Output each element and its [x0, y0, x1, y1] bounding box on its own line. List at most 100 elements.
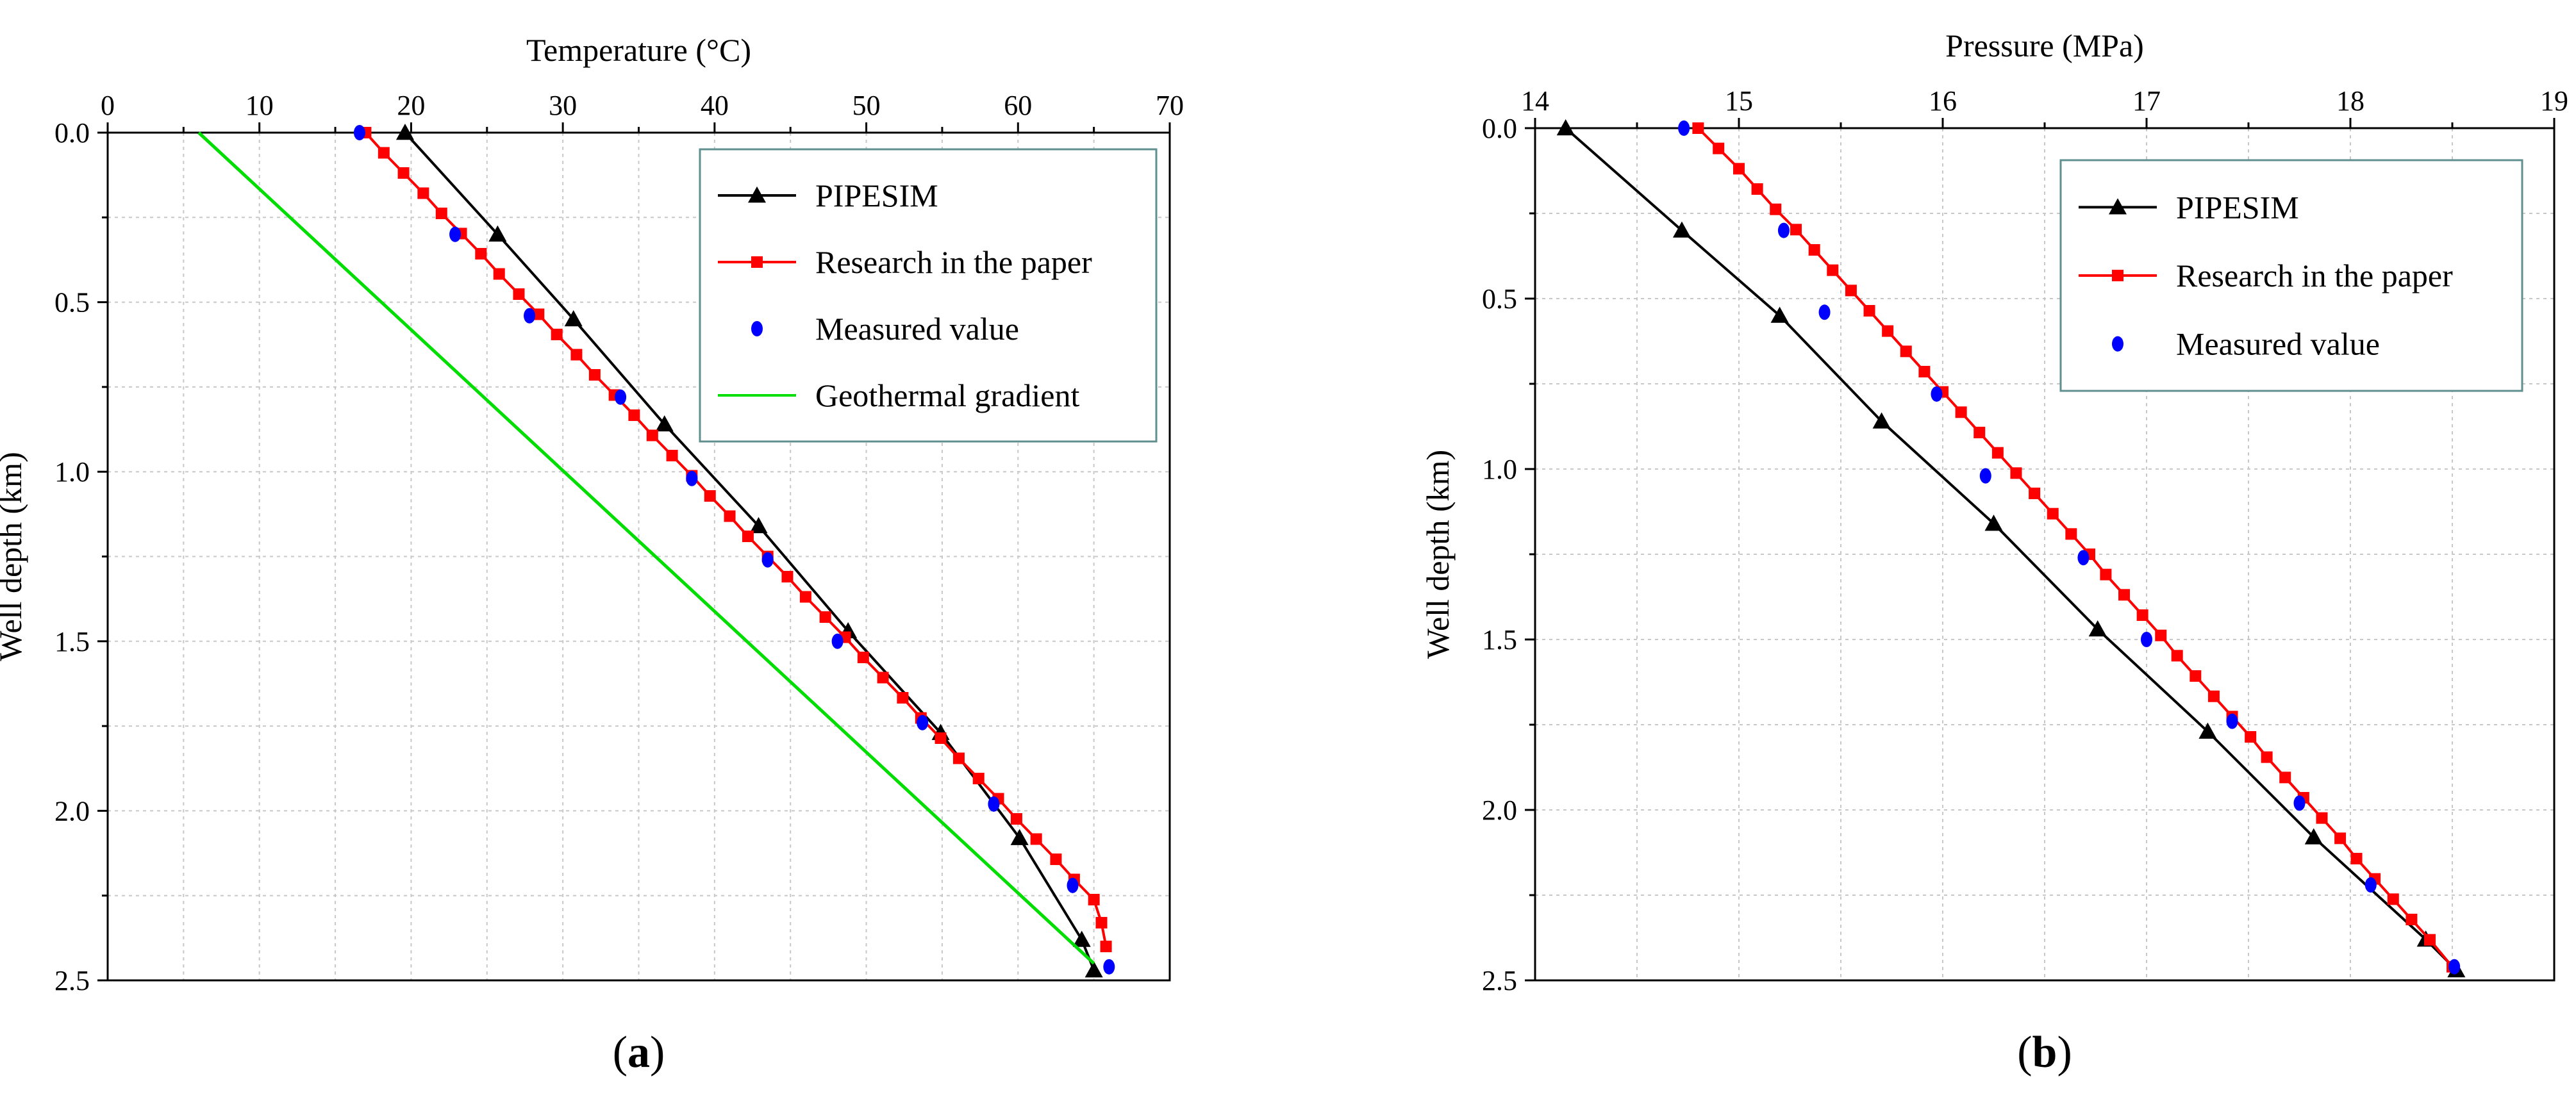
- data-point-pipesim: [749, 516, 768, 534]
- series-measured-value: [353, 125, 1115, 975]
- panel-label-letter: a: [627, 1028, 650, 1077]
- y-tick-label: 1.5: [54, 626, 90, 657]
- data-point-research-in-the-paper: [533, 308, 545, 320]
- data-point-research-in-the-paper: [1088, 893, 1100, 905]
- data-point-research-in-the-paper: [1692, 122, 1704, 134]
- data-point-research-in-the-paper: [2261, 751, 2273, 763]
- panel-label-paren: ): [2057, 1028, 2072, 1077]
- data-point-research-in-the-paper: [2279, 771, 2291, 784]
- data-point-measured-value: [524, 308, 536, 324]
- data-point-research-in-the-paper: [1770, 203, 1782, 215]
- legend-marker-research-in-the-paper: [751, 256, 763, 268]
- data-point-pipesim: [395, 124, 414, 140]
- data-point-research-in-the-paper: [2350, 853, 2363, 865]
- x-tick-label: 30: [549, 90, 577, 121]
- x-axis-title: Temperature (°C): [526, 32, 751, 68]
- legend-marker-pipesim: [2109, 198, 2127, 215]
- x-axis-ticks: 14 15 16 17 18 19: [1521, 85, 2568, 128]
- data-point-pipesim: [1084, 961, 1103, 978]
- data-point-research-in-the-paper: [397, 167, 410, 179]
- panel-label-paren: (: [2017, 1028, 2032, 1077]
- data-point-research-in-the-paper: [2406, 913, 2418, 925]
- x-tick-label: 19: [2540, 85, 2568, 117]
- data-point-measured-value: [761, 552, 774, 568]
- legend-label-measured-value: Measured value: [2176, 326, 2380, 362]
- data-point-pipesim: [2304, 828, 2323, 845]
- series-pipesim: [395, 124, 1103, 978]
- data-point-pipesim: [2198, 722, 2217, 739]
- data-point-pipesim: [488, 225, 507, 242]
- legend: PIPESIM Research in the paper Measured val…: [699, 148, 1158, 443]
- x-tick-label: 17: [2132, 85, 2161, 117]
- data-point-measured-value: [1067, 877, 1079, 893]
- data-point-research-in-the-paper: [1863, 304, 1875, 317]
- panel-label-paren: (: [613, 1028, 627, 1077]
- legend-box: [699, 148, 1158, 443]
- data-point-measured-value: [2141, 632, 2152, 647]
- legend-marker-research-in-the-paper: [2112, 270, 2123, 281]
- data-point-pipesim: [1872, 412, 1891, 429]
- data-point-research-in-the-paper: [1790, 224, 1802, 236]
- data-point-research-in-the-paper: [2316, 812, 2328, 824]
- data-point-research-in-the-paper: [493, 268, 505, 280]
- data-point-research-in-the-paper: [378, 147, 390, 159]
- data-point-measured-value: [2293, 795, 2306, 811]
- y-tick-label: 1.5: [1482, 624, 1517, 655]
- x-tick-label: 50: [852, 90, 881, 121]
- y-tick-label: 2.0: [1482, 795, 1517, 826]
- data-point-research-in-the-paper: [1900, 345, 1912, 358]
- legend-label-pipesim: PIPESIM: [815, 177, 938, 213]
- y-tick-label: 0.5: [1482, 283, 1517, 315]
- data-point-research-in-the-paper: [2118, 589, 2131, 601]
- data-point-research-in-the-paper: [2190, 670, 2202, 682]
- data-point-research-in-the-paper: [1808, 243, 1820, 256]
- x-tick-label: 15: [1725, 85, 1753, 117]
- series-geothermal-gradient: [197, 131, 1095, 965]
- panel-label-paren: ): [650, 1028, 665, 1077]
- y-tick-label: 2.0: [54, 795, 90, 827]
- data-point-research-in-the-paper: [513, 288, 525, 301]
- data-point-research-in-the-paper: [2424, 934, 2436, 946]
- data-point-research-in-the-paper: [897, 692, 909, 704]
- data-point-measured-value: [2226, 713, 2238, 729]
- data-point-research-in-the-paper: [2245, 730, 2257, 743]
- x-tick-label: 0: [101, 90, 115, 121]
- data-point-pipesim: [1556, 119, 1575, 136]
- data-point-measured-value: [2364, 877, 2377, 893]
- data-point-research-in-the-paper: [799, 591, 811, 603]
- x-tick-label: 40: [701, 90, 729, 121]
- y-axis-ticks: 0.0 0.5 1.0 1.5 2.0 2.5: [54, 117, 108, 996]
- data-point-research-in-the-paper: [877, 672, 889, 684]
- panel-label-letter: b: [2032, 1028, 2057, 1077]
- data-point-measured-value: [1103, 959, 1115, 975]
- data-point-measured-value: [449, 226, 461, 242]
- x-tick-label: 16: [1929, 85, 1957, 117]
- data-point-research-in-the-paper: [1095, 917, 1108, 929]
- y-axis-ticks: 0.0 0.5 1.0 1.5 2.0 2.5: [1482, 113, 1535, 996]
- data-point-research-in-the-paper: [819, 611, 831, 623]
- data-point-research-in-the-paper: [1974, 427, 1986, 439]
- data-point-research-in-the-paper: [1100, 941, 1112, 953]
- data-point-measured-value: [615, 389, 627, 405]
- y-tick-label: 0.0: [54, 117, 90, 149]
- data-point-pipesim: [564, 310, 583, 327]
- data-point-research-in-the-paper: [2334, 832, 2347, 845]
- data-point-research-in-the-paper: [2100, 568, 2112, 581]
- y-tick-label: 0.0: [1482, 113, 1517, 144]
- data-point-research-in-the-paper: [551, 328, 563, 340]
- series-research-in-the-paper: [360, 127, 1112, 953]
- x-tick-label: 20: [397, 90, 425, 121]
- data-point-research-in-the-paper: [742, 531, 754, 543]
- y-tick-label: 1.0: [1482, 454, 1517, 485]
- data-point-research-in-the-paper: [935, 732, 947, 744]
- data-point-research-in-the-paper: [2207, 690, 2220, 702]
- series-measured-value: [1678, 120, 2461, 975]
- data-point-pipesim: [1984, 515, 2003, 531]
- x-axis-ticks: 0 10 20 30 40 50 60 70: [101, 90, 1184, 133]
- data-point-measured-value: [917, 714, 929, 730]
- legend-marker-measured-value: [751, 321, 763, 336]
- data-point-research-in-the-paper: [1882, 325, 1894, 337]
- panel-label-b: (b): [2017, 1028, 2072, 1077]
- y-tick-label: 0.5: [54, 287, 90, 318]
- data-point-research-in-the-paper: [1010, 812, 1022, 825]
